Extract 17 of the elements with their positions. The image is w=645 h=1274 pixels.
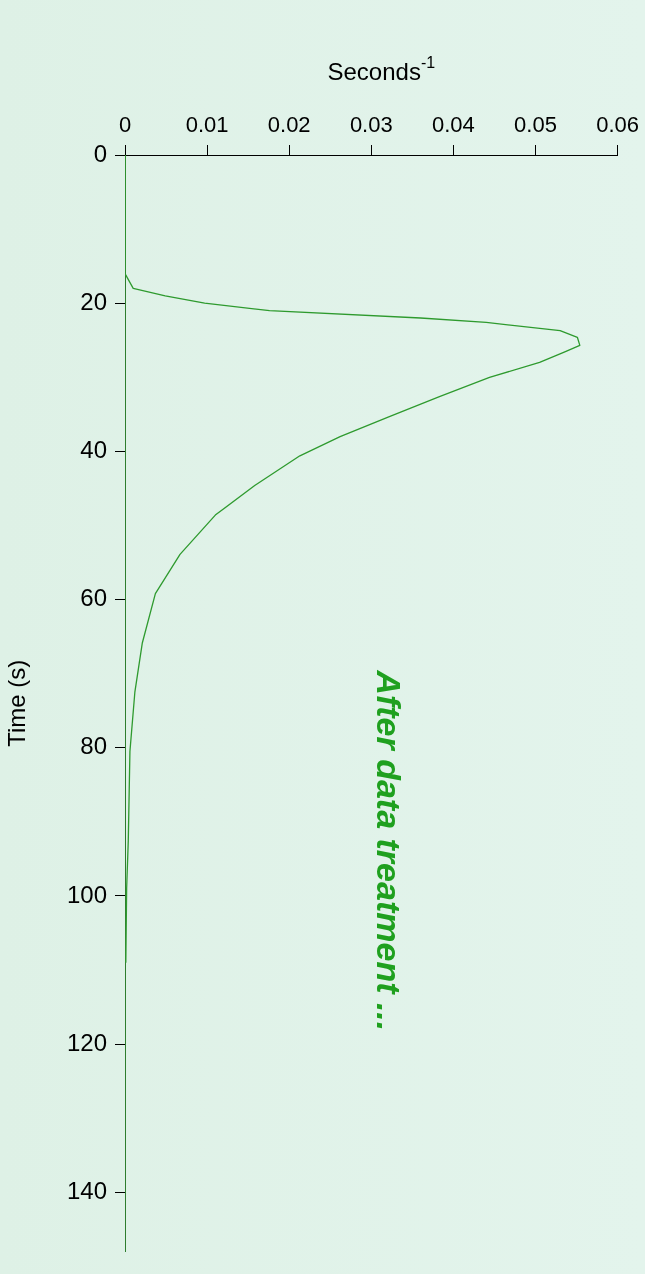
y-tick-label: 120 — [66, 1028, 107, 1056]
y-tick-label: 100 — [66, 880, 107, 908]
x-tick-label: 0.01 — [185, 111, 229, 137]
y-tick-label: 0 — [93, 139, 107, 167]
x-tick-label: 0.06 — [596, 111, 639, 137]
y-axis-title: Time (s) — [3, 659, 31, 747]
x-tick-label: 0.03 — [349, 111, 393, 137]
x-tick-label: 0.05 — [514, 111, 557, 137]
x-tick-label: 0.02 — [267, 111, 311, 137]
y-tick-label: 40 — [80, 436, 107, 463]
x-tick-label: 0 — [118, 111, 132, 137]
y-tick-label: 20 — [80, 287, 107, 315]
y-tick-label: 140 — [66, 1176, 107, 1204]
y-tick-label: 60 — [80, 584, 107, 612]
annotation: After data treatment ... — [369, 669, 408, 1032]
y-tick-label: 80 — [80, 732, 107, 760]
x-tick-label: 0.04 — [431, 111, 475, 137]
